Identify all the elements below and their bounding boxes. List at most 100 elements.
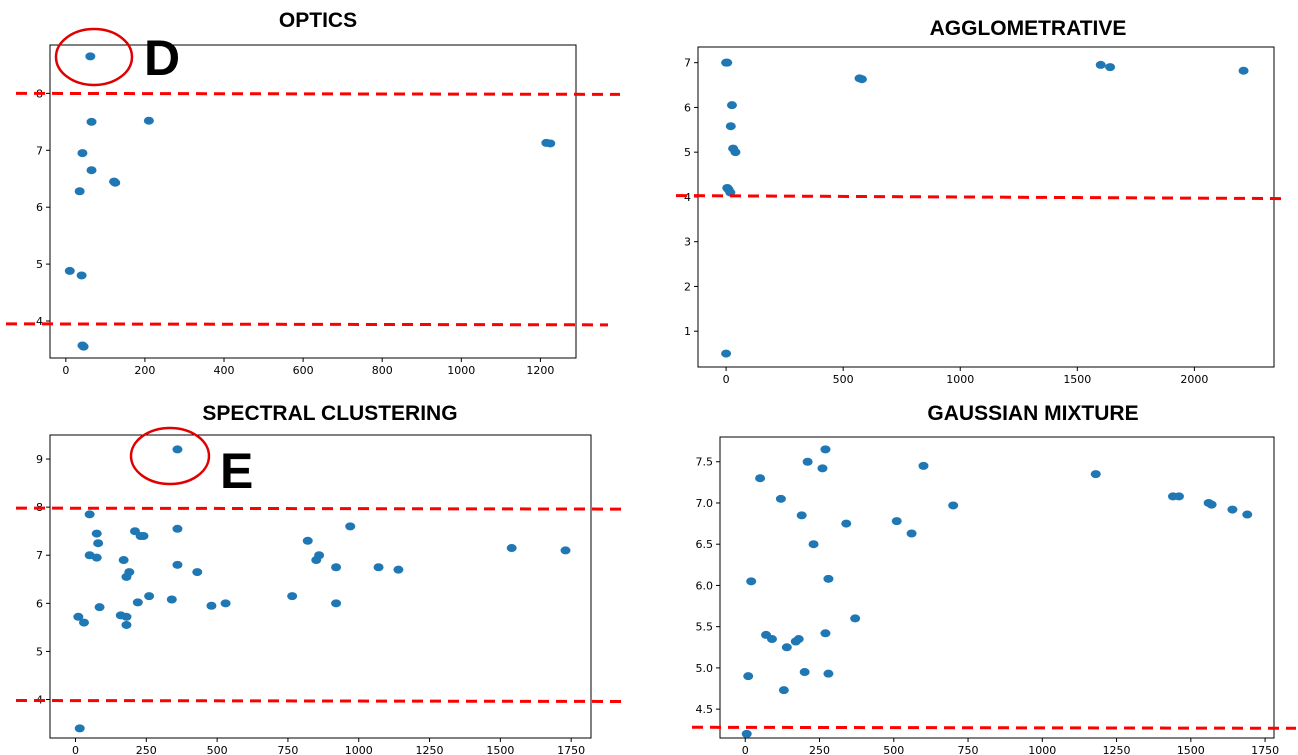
data-point xyxy=(906,529,917,538)
data-point xyxy=(796,511,807,520)
data-point xyxy=(78,618,89,627)
data-point xyxy=(93,539,104,548)
y-tick-label: 5 xyxy=(36,258,43,271)
data-point xyxy=(345,522,356,531)
data-point xyxy=(856,75,867,84)
data-point xyxy=(143,116,154,125)
x-tick-label: 250 xyxy=(136,744,157,755)
threshold-line xyxy=(15,506,623,511)
y-tick-label: 4 xyxy=(36,315,43,328)
y-tick-label: 6.5 xyxy=(696,538,714,551)
data-point xyxy=(132,598,143,607)
y-tick-label: 4 xyxy=(684,191,691,204)
threshold-line xyxy=(691,725,1297,730)
y-tick-label: 1 xyxy=(684,325,691,338)
x-tick-label: 1000 xyxy=(345,744,373,755)
chart-title: OPTICS xyxy=(279,9,357,32)
data-point xyxy=(94,603,105,612)
data-point xyxy=(73,612,84,621)
data-point xyxy=(192,568,203,577)
chart-3: SPECTRAL CLUSTERING 0 250 500 750 1000 1250 150… xyxy=(15,402,623,755)
data-point xyxy=(799,668,810,677)
data-point xyxy=(331,563,342,572)
data-point xyxy=(331,599,342,608)
data-point xyxy=(560,546,571,555)
x-tick-label: 1250 xyxy=(1103,744,1131,755)
data-point xyxy=(1090,470,1101,479)
x-tick-label: 0 xyxy=(723,373,730,386)
data-point xyxy=(1206,500,1217,509)
data-point xyxy=(1227,505,1238,514)
data-point xyxy=(302,536,313,545)
y-tick-label: 6 xyxy=(36,597,43,610)
data-point xyxy=(823,574,834,583)
data-point xyxy=(726,101,737,110)
y-tick-label: 5 xyxy=(684,146,691,159)
threshold-line xyxy=(15,698,623,703)
data-point xyxy=(86,117,97,126)
data-point xyxy=(743,672,754,681)
chart-title: AGGLOMETRATIVE xyxy=(930,17,1127,40)
data-point xyxy=(206,601,217,610)
chart-4: GAUSSIAN MIXTURE 0 250 500 750 1000 1250 1500 17… xyxy=(691,402,1297,755)
x-tick-label: 400 xyxy=(214,364,235,377)
data-point xyxy=(820,629,831,638)
y-tick-label: 5.0 xyxy=(696,662,714,675)
data-point xyxy=(121,572,132,581)
data-point xyxy=(91,553,102,562)
data-point xyxy=(91,529,102,538)
y-tick-label: 5.5 xyxy=(696,621,714,634)
data-point xyxy=(166,595,177,604)
data-point xyxy=(793,635,804,644)
y-tick-label: 7.0 xyxy=(696,497,714,510)
threshold-line xyxy=(675,194,1286,201)
x-tick-label: 500 xyxy=(883,744,904,755)
data-point xyxy=(1242,510,1253,519)
data-point xyxy=(730,148,741,157)
data-point xyxy=(802,457,813,466)
y-tick-label: 6 xyxy=(36,201,43,214)
x-tick-label: 750 xyxy=(958,744,979,755)
y-tick-label: 7.5 xyxy=(696,456,714,469)
data-point xyxy=(775,494,786,503)
x-tick-label: 1200 xyxy=(526,364,554,377)
highlight-label: E xyxy=(220,443,253,499)
chart-title: GAUSSIAN MIXTURE xyxy=(927,402,1138,425)
data-point xyxy=(1105,63,1116,72)
x-tick-label: 1500 xyxy=(1063,373,1091,386)
x-tick-label: 1500 xyxy=(486,744,514,755)
y-tick-label: 2 xyxy=(684,280,691,293)
data-point xyxy=(1173,492,1184,501)
data-point xyxy=(850,614,861,623)
y-tick-label: 7 xyxy=(36,549,43,562)
data-point xyxy=(393,565,404,574)
x-tick-label: 200 xyxy=(134,364,155,377)
data-point xyxy=(84,510,95,519)
data-point xyxy=(741,729,752,738)
x-tick-label: 0 xyxy=(72,744,79,755)
x-tick-label: 600 xyxy=(293,364,314,377)
data-point xyxy=(808,540,819,549)
data-point xyxy=(1238,66,1249,75)
data-point xyxy=(722,58,733,67)
x-tick-label: 1750 xyxy=(557,744,585,755)
data-point xyxy=(1095,60,1106,69)
data-point xyxy=(76,271,87,280)
x-tick-label: 1000 xyxy=(1028,744,1056,755)
threshold-line xyxy=(5,322,609,327)
data-point xyxy=(841,519,852,528)
chart-2: AGGLOMETRATIVE 0 500 1000 1500 2000 1 2 3 4 5 6 7 xyxy=(675,17,1286,386)
x-tick-label: 250 xyxy=(809,744,830,755)
data-point xyxy=(77,341,88,350)
chart-1: OPTICS02004006008001000120045678D xyxy=(5,9,621,377)
data-point xyxy=(948,501,959,510)
data-point xyxy=(314,551,325,560)
data-point xyxy=(755,474,766,483)
x-tick-label: 0 xyxy=(62,364,69,377)
x-tick-label: 1000 xyxy=(447,364,475,377)
data-point xyxy=(725,122,736,131)
data-point xyxy=(287,592,298,601)
x-tick-label: 750 xyxy=(277,744,298,755)
data-point xyxy=(820,445,831,454)
